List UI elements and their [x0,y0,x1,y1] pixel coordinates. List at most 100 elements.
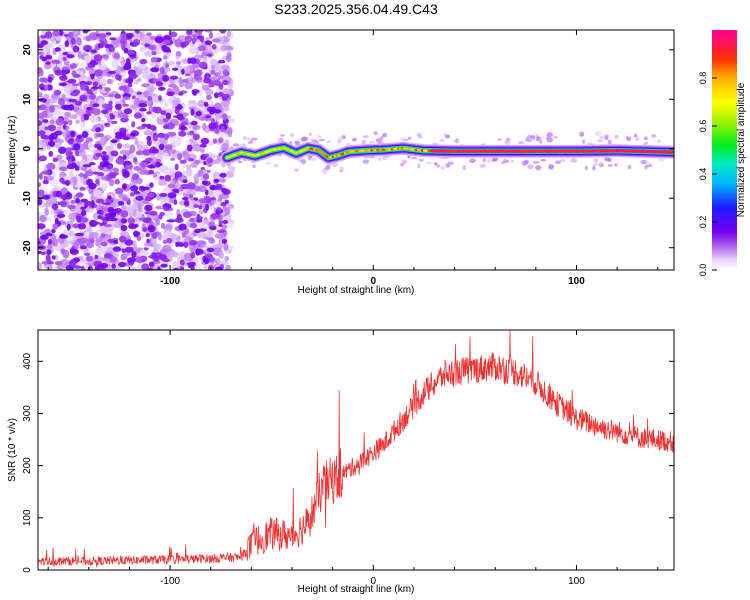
noise-blob [188,194,194,198]
noise-blob [119,235,127,243]
noise-blob [39,55,45,60]
signal-halo-blob [454,138,459,144]
y-tick-label: 20 [22,44,33,56]
noise-blob [67,204,76,210]
colorbar-ticks: 0.0 0.2 0.4 0.6 0.8 [698,72,717,276]
colorbar-tick-label: 0.2 [698,216,708,229]
noise-blob [80,61,85,70]
noise-blob [203,173,210,180]
noise-blob [141,83,150,88]
snr-border [37,329,675,571]
noise-blob [38,182,42,187]
noise-blob [203,101,209,107]
noise-blob [49,210,55,216]
noise-blob [163,125,170,129]
noise-blob [109,37,117,41]
noise-blob [56,211,65,214]
noise-blob [183,199,190,207]
noise-blob [149,220,154,227]
noise-blob [117,65,122,75]
signal-halo-blob [315,135,323,139]
noise-blob [213,102,222,111]
noise-blob [204,30,213,33]
noise-blob [70,200,77,204]
noise-blob [79,245,88,250]
noise-blob [203,219,210,224]
noise-blob [120,210,129,218]
noise-blob [45,61,51,65]
noise-blob [105,32,112,36]
noise-blob [128,72,137,80]
noise-blob [72,45,80,53]
noise-blob [190,108,195,116]
noise-blob [177,115,185,121]
noise-blob [132,61,142,68]
noise-blob [152,243,162,250]
noise-blob [169,31,178,38]
noise-blob [206,94,212,101]
signal-halo-blob [545,136,552,140]
noise-blob [110,256,117,263]
noise-blob [203,77,212,84]
signal-halo-blob [289,133,294,137]
signal-halo-blob [579,131,585,137]
noise-blob [138,250,148,258]
noise-blob [221,143,229,151]
noise-blob [175,242,180,248]
signal-halo-blob [452,139,457,143]
noise-blob [178,77,183,84]
noise-blob [41,98,47,103]
noise-blob [71,158,76,162]
noise-blob [218,83,224,90]
noise-blob [64,40,70,48]
noise-blob [66,133,71,138]
noise-blob [176,213,182,220]
signal-halo-blob [497,138,502,141]
signal-halo-blob [607,164,613,167]
noise-blob [93,189,103,198]
noise-blob [133,112,142,119]
noise-blob [99,64,107,71]
signal-halo-blob [643,136,648,141]
noise-blob [47,140,56,147]
noise-blob [47,196,57,204]
noise-blob [200,137,210,145]
noise-blob [189,240,198,246]
noise-blob [65,179,70,186]
noise-blob [69,169,74,177]
noise-blob [178,223,187,231]
noise-blob [216,229,226,234]
noise-blob [182,58,189,65]
noise-blob [166,108,174,113]
noise-blob [222,188,231,195]
noise-blob [224,255,229,262]
noise-blob [210,213,220,220]
noise-blob [153,255,160,262]
noise-blob [179,259,185,266]
noise-blob [133,157,138,163]
noise-blob [168,148,177,154]
noise-blob [55,108,62,117]
noise-blob [108,93,115,98]
noise-blob [163,133,169,140]
noise-blob [76,215,82,223]
noise-blob [108,46,116,53]
noise-blob [205,189,209,196]
noise-blob [73,265,82,269]
noise-blob [218,240,224,249]
noise-blob [218,132,224,140]
noise-blob [159,66,165,75]
colorbar-tick-label: 0.4 [698,168,708,181]
noise-blob [85,49,90,52]
noise-blob [58,146,67,154]
noise-blob [179,159,187,164]
noise-blob [55,118,65,126]
noise-blob [138,217,145,221]
noise-blob [86,106,92,111]
noise-blob [63,121,68,125]
noise-blob [177,153,182,161]
noise-blob [155,81,163,87]
noise-blob [101,151,107,155]
noise-blob [69,248,79,255]
noise-blob [87,141,94,149]
